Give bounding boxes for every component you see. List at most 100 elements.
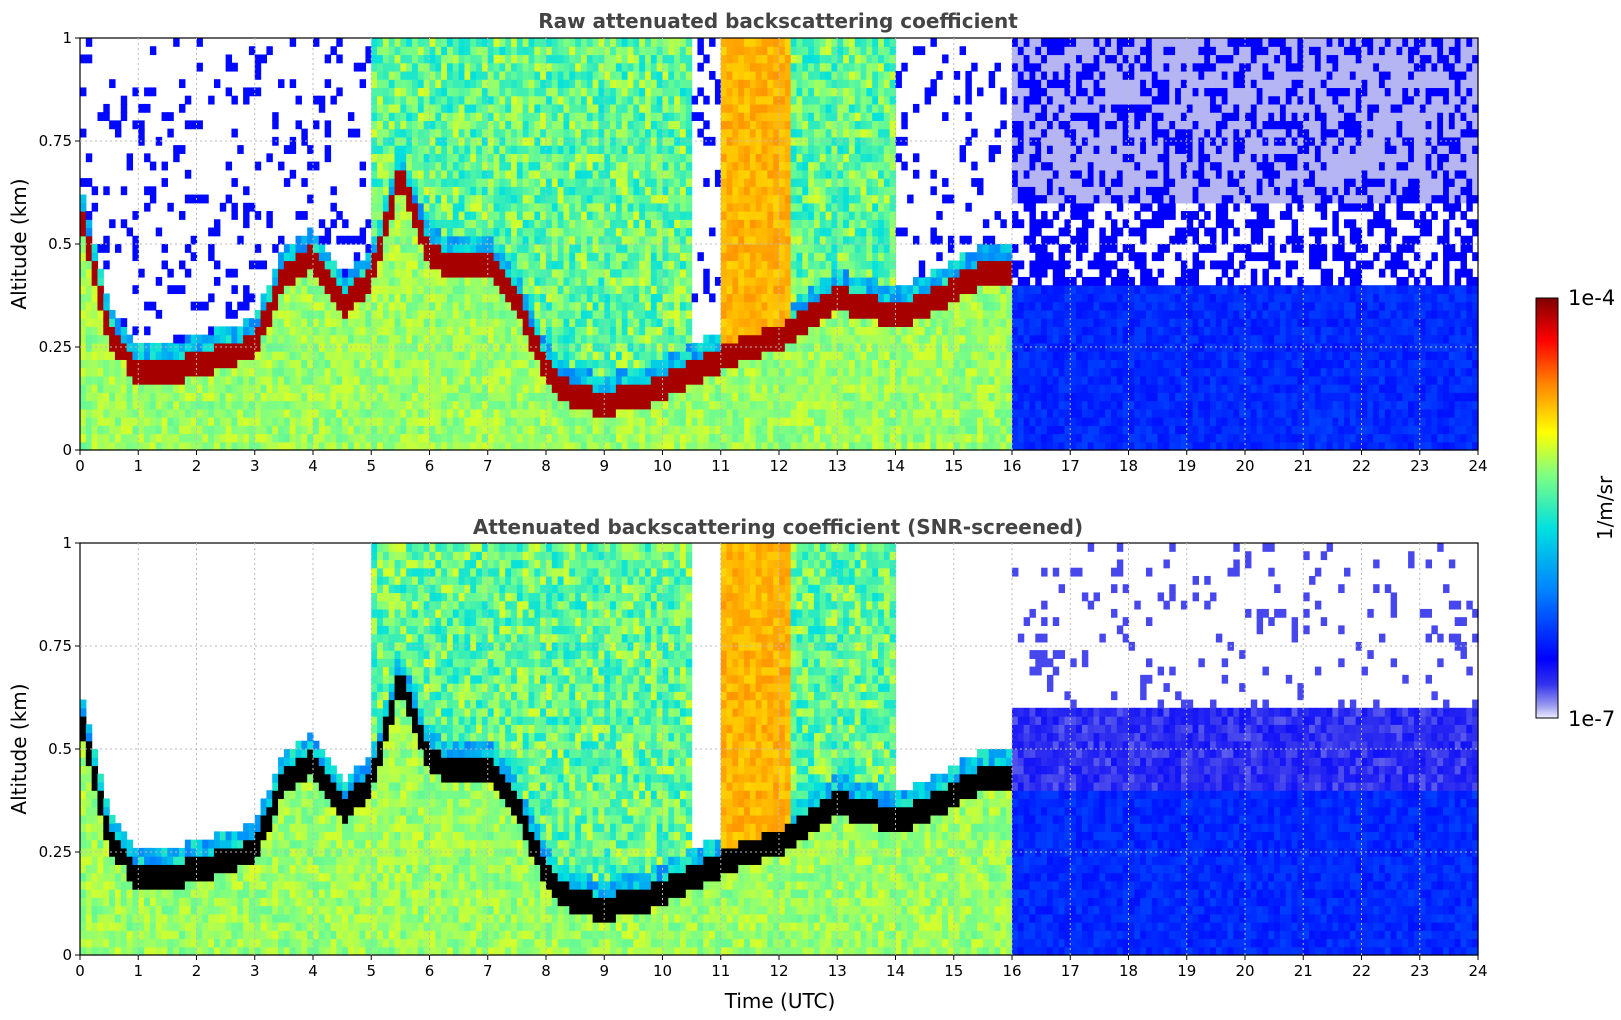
heatmap-cell bbox=[674, 228, 680, 237]
heatmap-cell bbox=[499, 417, 505, 426]
heatmap-cell bbox=[476, 87, 482, 96]
heatmap-cell bbox=[80, 401, 86, 410]
heatmap-cell bbox=[348, 351, 354, 360]
heatmap-cell bbox=[354, 252, 360, 261]
heatmap-cell bbox=[237, 434, 243, 443]
heatmap-cell bbox=[330, 434, 336, 443]
heatmap-cell bbox=[628, 46, 634, 55]
heatmap-cell bbox=[208, 368, 214, 377]
heatmap-cell bbox=[464, 368, 470, 377]
heatmap-cell bbox=[569, 54, 575, 63]
heatmap-cell bbox=[517, 442, 523, 451]
heatmap-cell bbox=[342, 376, 348, 385]
heatmap-cell bbox=[290, 79, 296, 88]
heatmap-cell bbox=[470, 120, 476, 129]
heatmap-cell bbox=[97, 310, 103, 319]
heatmap-cell bbox=[796, 302, 802, 311]
heatmap-cell bbox=[616, 376, 622, 385]
heatmap-cell bbox=[628, 359, 634, 368]
heatmap-cell bbox=[86, 409, 92, 418]
heatmap-cell bbox=[756, 63, 762, 72]
heatmap-cell bbox=[593, 71, 599, 80]
heatmap-cell bbox=[744, 145, 750, 154]
heatmap-cell bbox=[779, 54, 785, 63]
heatmap-cell bbox=[395, 46, 401, 55]
heatmap-cell bbox=[226, 425, 232, 434]
heatmap-cell bbox=[418, 359, 424, 368]
heatmap-cell bbox=[115, 318, 121, 327]
heatmap-cell bbox=[179, 401, 185, 410]
heatmap-cell bbox=[330, 293, 336, 302]
heatmap-cell bbox=[622, 310, 628, 319]
heatmap-cell bbox=[523, 384, 529, 393]
heatmap-cell bbox=[430, 228, 436, 237]
heatmap-cell bbox=[727, 359, 733, 368]
heatmap-cell bbox=[767, 195, 773, 204]
heatmap-cell bbox=[628, 145, 634, 154]
heatmap-cell bbox=[336, 425, 342, 434]
heatmap-cell bbox=[360, 335, 366, 344]
heatmap-cell bbox=[284, 384, 290, 393]
heatmap-cell bbox=[418, 335, 424, 344]
heatmap-cell bbox=[237, 368, 243, 377]
heatmap-cell bbox=[464, 277, 470, 286]
heatmap-cell bbox=[628, 310, 634, 319]
heatmap-cell bbox=[325, 260, 331, 269]
heatmap-cell bbox=[231, 409, 237, 418]
heatmap-cell bbox=[802, 417, 808, 426]
heatmap-cell bbox=[721, 228, 727, 237]
heatmap-cell bbox=[150, 425, 156, 434]
heatmap-cell bbox=[796, 195, 802, 204]
heatmap-cell bbox=[610, 153, 616, 162]
heatmap-cell bbox=[593, 285, 599, 294]
heatmap-cell bbox=[651, 277, 657, 286]
heatmap-cell bbox=[103, 104, 109, 113]
heatmap-cell bbox=[686, 170, 692, 179]
heatmap-cell bbox=[721, 302, 727, 311]
heatmap-cell bbox=[534, 376, 540, 385]
heatmap-cell bbox=[400, 384, 406, 393]
heatmap-cell bbox=[464, 170, 470, 179]
heatmap-cell bbox=[430, 384, 436, 393]
heatmap-cell bbox=[412, 63, 418, 72]
heatmap-cell bbox=[354, 326, 360, 335]
heatmap-cell bbox=[86, 359, 92, 368]
heatmap-cell bbox=[214, 442, 220, 451]
heatmap-cell bbox=[721, 96, 727, 105]
heatmap-cell bbox=[488, 302, 494, 311]
heatmap-cell bbox=[127, 376, 133, 385]
heatmap-cell bbox=[214, 417, 220, 426]
heatmap-cell bbox=[593, 145, 599, 154]
heatmap-cell bbox=[243, 434, 249, 443]
heatmap-cell bbox=[441, 63, 447, 72]
heatmap-cell bbox=[400, 120, 406, 129]
heatmap-cell bbox=[272, 244, 278, 253]
heatmap-cell bbox=[756, 71, 762, 80]
heatmap-cell bbox=[435, 170, 441, 179]
heatmap-cell bbox=[319, 335, 325, 344]
heatmap-cell bbox=[529, 211, 535, 220]
heatmap-cell bbox=[92, 409, 98, 418]
heatmap-cell bbox=[785, 401, 791, 410]
heatmap-cell bbox=[686, 54, 692, 63]
heatmap-cell bbox=[628, 434, 634, 443]
heatmap-cell bbox=[814, 425, 820, 434]
heatmap-cell bbox=[109, 335, 115, 344]
heatmap-cell bbox=[767, 409, 773, 418]
heatmap-cell bbox=[336, 335, 342, 344]
heatmap-cell bbox=[115, 351, 121, 360]
heatmap-cell bbox=[808, 236, 814, 245]
heatmap-cell bbox=[395, 120, 401, 129]
heatmap-cell bbox=[441, 153, 447, 162]
heatmap-cell bbox=[767, 376, 773, 385]
heatmap-cell bbox=[727, 392, 733, 401]
heatmap-cell bbox=[290, 269, 296, 278]
heatmap-cell bbox=[529, 145, 535, 154]
heatmap-cell bbox=[441, 96, 447, 105]
heatmap-cell bbox=[418, 376, 424, 385]
heatmap-cell bbox=[313, 351, 319, 360]
heatmap-cell bbox=[593, 228, 599, 237]
heatmap-cell bbox=[727, 318, 733, 327]
heatmap-cell bbox=[412, 434, 418, 443]
heatmap-cell bbox=[97, 409, 103, 418]
